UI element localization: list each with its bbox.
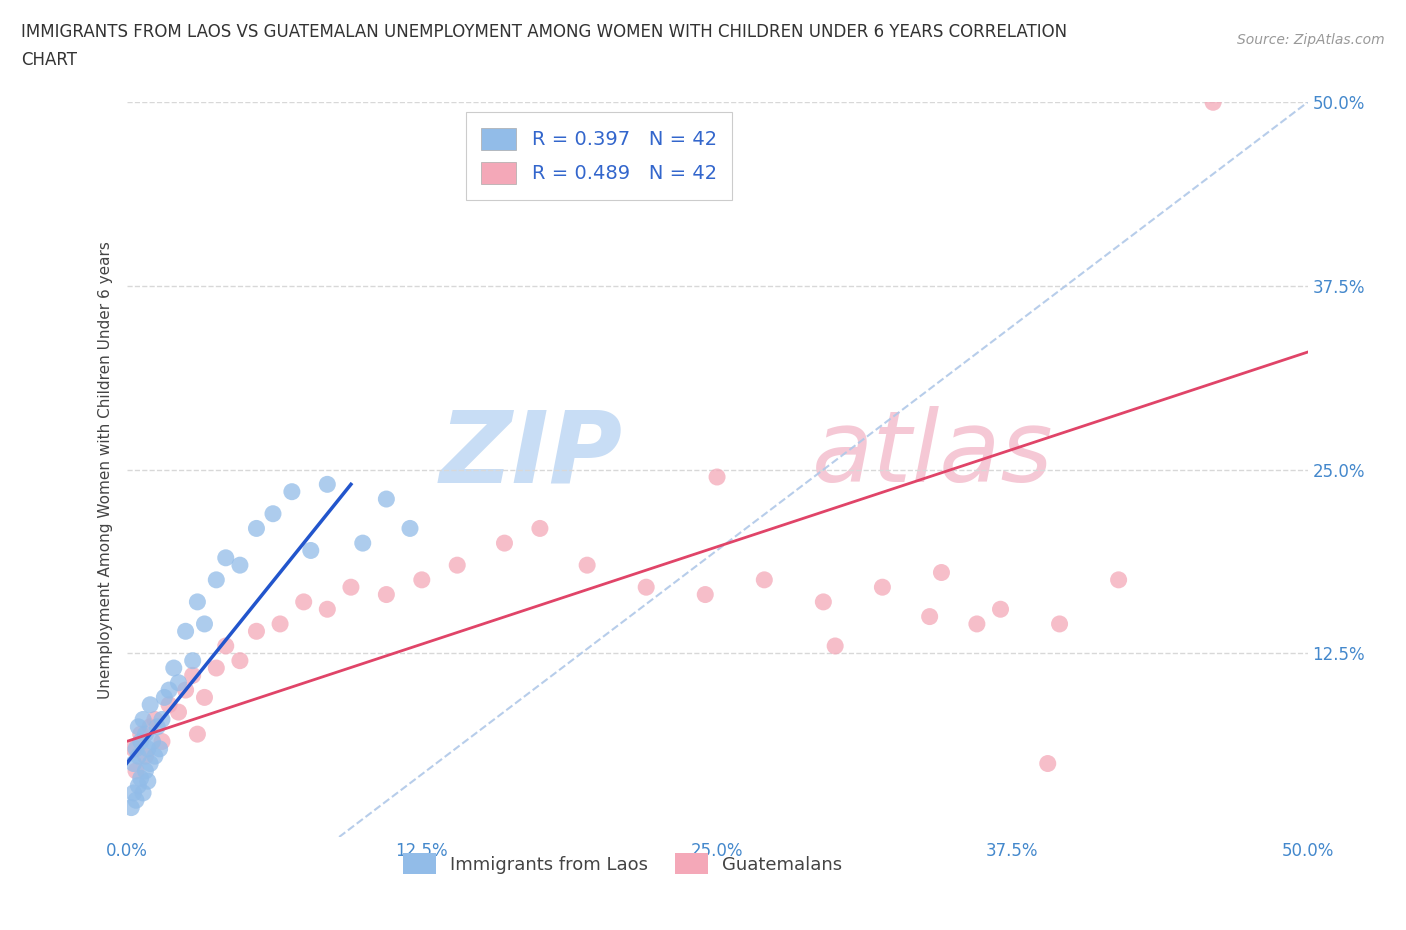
Point [167,675,190,690]
Point [129,734,152,749]
Point [193,690,215,705]
Point [215,551,238,565]
Point [375,492,398,507]
Point [375,587,398,602]
Point [149,741,172,756]
Point [163,660,186,675]
Point [122,786,145,801]
Legend: Immigrants from Laos, Guatemalans: Immigrants from Laos, Guatemalans [394,844,851,884]
Point [186,726,208,741]
Point [139,698,162,712]
Point [167,705,190,720]
Point [411,573,433,588]
Point [229,653,252,668]
Point [125,741,148,756]
Point [132,786,155,801]
Point [134,726,156,741]
Point [150,712,173,727]
Point [340,579,363,594]
Point [399,521,422,536]
Point [1108,573,1130,588]
Point [813,594,835,609]
Point [245,521,267,536]
Point [129,771,152,786]
Point [129,726,152,741]
Point [529,521,551,536]
Point [174,683,197,698]
Point [120,800,142,815]
Point [446,558,468,573]
Point [281,485,304,499]
Point [150,734,173,749]
Point [136,741,159,756]
Point [824,639,846,654]
Point [352,536,374,551]
Point [127,778,149,793]
Point [141,734,163,749]
Point [299,543,322,558]
Point [245,624,267,639]
Point [205,660,228,675]
Point [706,470,728,485]
Point [146,720,169,735]
Point [122,756,145,771]
Point [1049,617,1071,631]
Point [125,792,148,807]
Point [1036,756,1059,771]
Point [1202,95,1225,110]
Point [316,477,339,492]
Point [229,558,252,573]
Text: Source: ZipAtlas.com: Source: ZipAtlas.com [1237,33,1385,46]
Point [157,683,180,698]
Point [931,565,953,580]
Text: CHART: CHART [21,51,77,69]
Point [122,741,145,756]
Point [494,536,516,551]
Point [215,639,238,654]
Point [125,764,148,778]
Point [139,756,162,771]
Point [262,506,284,521]
Point [143,749,166,764]
Point [695,587,717,602]
Point [132,712,155,727]
Point [316,602,339,617]
Point [292,594,315,609]
Point [134,749,156,764]
Point [754,573,776,588]
Point [127,749,149,764]
Point [127,720,149,735]
Point [872,579,894,594]
Point [134,764,156,778]
Point [136,774,159,789]
Point [174,624,197,639]
Point [186,594,208,609]
Point [966,617,988,631]
Text: atlas: atlas [811,406,1053,503]
Point [576,558,599,573]
Point [139,720,162,735]
Point [153,690,176,705]
Point [205,573,228,588]
Point [143,712,166,727]
Point [181,668,204,683]
Point [269,617,291,631]
Point [193,617,215,631]
Point [157,698,180,712]
Y-axis label: Unemployment Among Women with Children Under 6 years: Unemployment Among Women with Children U… [97,241,112,698]
Point [918,609,941,624]
Text: ZIP: ZIP [440,406,623,503]
Point [636,579,658,594]
Point [181,653,204,668]
Text: IMMIGRANTS FROM LAOS VS GUATEMALAN UNEMPLOYMENT AMONG WOMEN WITH CHILDREN UNDER : IMMIGRANTS FROM LAOS VS GUATEMALAN UNEMP… [21,23,1067,41]
Point [990,602,1012,617]
